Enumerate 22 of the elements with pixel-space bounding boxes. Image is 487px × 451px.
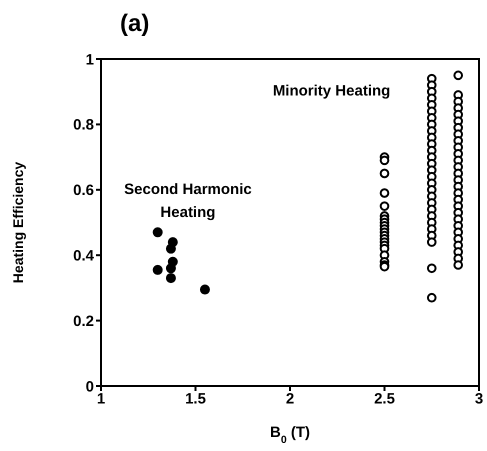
point [152, 227, 163, 238]
point [200, 284, 210, 295]
annotation: Second Harmonic Heating [124, 180, 252, 221]
x-tick-label: 3 [474, 390, 484, 408]
x-tick-label: 2 [286, 390, 294, 408]
x-tick-label: 2.5 [374, 390, 395, 408]
chart-title: (a) [120, 10, 150, 38]
y-tick-label: 1 [86, 51, 94, 68]
y-tick-label: 0.4 [73, 248, 95, 265]
point [166, 263, 176, 274]
y-tick-label: 0.2 [73, 312, 94, 330]
point [168, 237, 178, 248]
x-tick-label: 1 [96, 390, 106, 408]
point [152, 264, 163, 275]
x-tick-label: 1.5 [185, 390, 206, 408]
y-axis-title: Heating Efficiency [10, 162, 26, 284]
y-tick-label: 0 [86, 378, 94, 396]
y-tick-label: 0.6 [73, 182, 94, 200]
x-axis-title: B$_{0}$ (T) [270, 424, 310, 446]
annotation: Minority Heating [272, 82, 390, 100]
y-tick-label: 0.8 [73, 116, 94, 134]
point [166, 273, 176, 284]
